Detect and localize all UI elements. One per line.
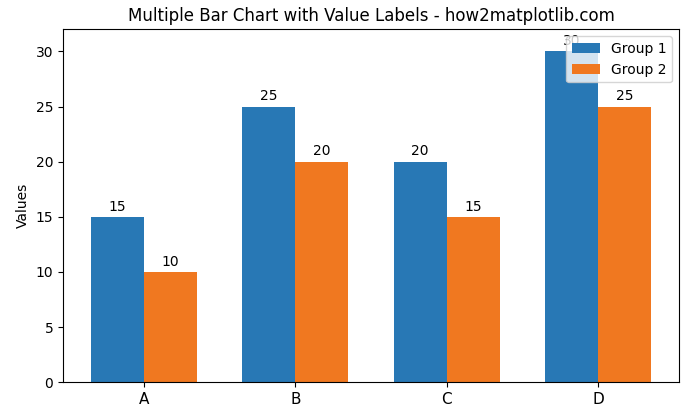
Bar <box>393 162 447 382</box>
Bar <box>545 51 598 382</box>
Text: 30: 30 <box>563 34 580 48</box>
Text: 10: 10 <box>162 255 179 269</box>
Text: 25: 25 <box>260 89 278 103</box>
Bar <box>447 217 500 382</box>
Text: 20: 20 <box>412 144 429 158</box>
Title: Multiple Bar Chart with Value Labels - how2matplotlib.com: Multiple Bar Chart with Value Labels - h… <box>127 7 615 25</box>
Legend: Group 1, Group 2: Group 1, Group 2 <box>566 37 672 82</box>
Bar <box>91 217 144 382</box>
Text: 25: 25 <box>616 89 634 103</box>
Text: 15: 15 <box>108 200 126 213</box>
Bar <box>598 107 651 382</box>
Text: 15: 15 <box>464 200 482 213</box>
Bar <box>295 162 349 382</box>
Bar <box>144 272 197 382</box>
Y-axis label: Values: Values <box>16 183 30 228</box>
Bar <box>242 107 295 382</box>
Text: 20: 20 <box>313 144 330 158</box>
